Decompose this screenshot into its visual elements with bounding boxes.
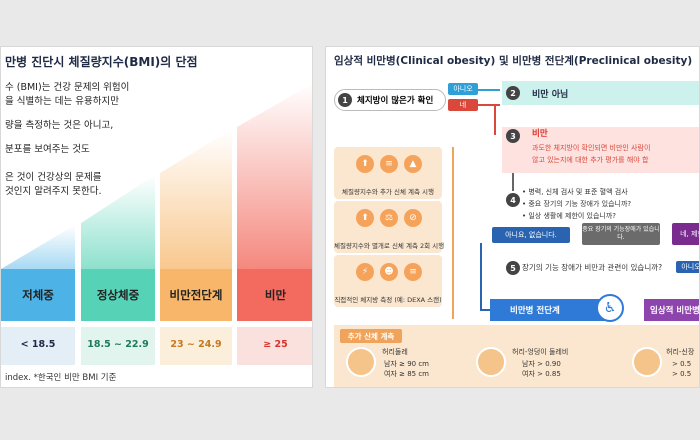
step-number: 3 — [506, 129, 520, 143]
bmi-text-line: 량을 측정하는 것은 아니고, — [5, 120, 114, 131]
step3-box — [502, 127, 699, 173]
category-underweight: 저체중 — [1, 269, 75, 321]
connector — [512, 173, 514, 191]
result-preclinical-label: 비만병 전단계 — [510, 306, 560, 316]
bmi-text-line: 수 (BMI)는 건강 문제의 위험이 — [5, 82, 130, 93]
measure-icon: ⬆ — [356, 209, 374, 227]
step4-line: • 병력, 신체 검사 및 표준 혈액 검사 — [522, 188, 628, 196]
measure-line: > 0.5 — [672, 360, 692, 368]
category-normal: 정상체중 — [81, 269, 155, 321]
measure-line: 여자 ≥ 85 cm — [384, 370, 429, 378]
side-card-caption: 체질량지수와 추가 신체 계측 시행 — [342, 188, 434, 196]
step-number: 2 — [506, 86, 520, 100]
category-label: 비만 — [264, 288, 287, 302]
range-normal: 18.5 ~ 22.9 — [81, 327, 155, 365]
range-value: < 18.5 — [20, 339, 56, 350]
answer-organ: 중요 장기의 기능장애가 있습니다. — [582, 223, 660, 245]
measure-line: 여자 > 0.85 — [522, 370, 561, 378]
range-underweight: < 18.5 — [1, 327, 75, 365]
side-card: ⚡ ☻ ≡ 직접적인 체지방 측정 (예: DEXA 스캔) — [334, 255, 442, 307]
step3-line: 않고 있는지에 대한 추가 평가를 해야 합 — [532, 156, 649, 164]
side-card-caption: 체질량지수와 별개로 신체 계측 2회 시행 — [334, 242, 445, 250]
result-clinical: 임상적 비만병 — [644, 299, 700, 321]
bmi-limitations-panel: 만병 진단시 체질량지수(BMI)의 단점 수 (BMI)는 건강 문제의 위험… — [0, 46, 313, 388]
extra-title: 추가 신체 계측 — [340, 329, 402, 343]
bmi-panel-title: 만병 진단시 체질량지수(BMI)의 단점 — [5, 55, 198, 69]
waist-icon — [346, 347, 376, 377]
no-icon: ⊘ — [404, 209, 422, 227]
side-card: ⬆ ≡ ▲ 체질량지수와 추가 신체 계측 시행 — [334, 147, 442, 199]
measure-line: 남자 ≥ 90 cm — [384, 360, 429, 368]
person-icon: ♿ — [596, 294, 624, 322]
range-obese: ≥ 25 — [237, 327, 312, 365]
step3-line: 과도한 체지방이 확인되면 비만인 사람이 — [532, 144, 651, 152]
measure-name: 허리둘레 — [382, 348, 408, 356]
step4-line: • 일상 생활에 제한이 있습니까? — [522, 212, 617, 220]
measure-name: 허리-신장 — [666, 348, 695, 356]
answer-yes: 네, 제한 — [672, 223, 699, 245]
step2-label: 비만 아님 — [532, 89, 569, 100]
bmi-footnote: index. *한국인 비만 BMI 기준 — [5, 373, 117, 383]
bmi-text-line: 분포를 보여주는 것도 — [5, 144, 90, 155]
step5-label: 장기의 기능 장애가 비만과 관련이 있습니까? — [522, 263, 663, 272]
step4-line: • 중요 장기의 기능 장애가 있습니까? — [522, 200, 632, 208]
body-icon: ☻ — [380, 263, 398, 281]
bmi-text-line: 것인지 알려주지 못한다. — [5, 186, 102, 197]
step3-title: 비만 — [532, 129, 548, 139]
step2-box: 비만 아님 — [502, 81, 699, 105]
step-number: 5 — [506, 261, 520, 275]
tape-icon: ≡ — [380, 155, 398, 173]
yes-pill: 네 — [448, 99, 478, 111]
connector — [478, 89, 500, 91]
waist-hip-icon — [476, 347, 506, 377]
range-value: 18.5 ~ 22.9 — [87, 339, 149, 350]
clinical-panel-title: 임상적 비만병(Clinical obesity) 및 비만병 전단계(Prec… — [334, 55, 693, 67]
connector — [480, 309, 490, 311]
step-number: 4 — [506, 193, 520, 207]
category-label: 비만전단계 — [169, 288, 223, 302]
measure-line: > 0.5 — [672, 370, 692, 378]
step5-no: 아니오 — [676, 261, 699, 273]
category-obese: 비만 — [237, 269, 312, 321]
tape-icon: ≡ — [404, 263, 422, 281]
range-value: 23 ~ 24.9 — [170, 339, 222, 350]
scale-icon: ⚖ — [380, 209, 398, 227]
bmi-text-line: 은 것이 건강상의 문제를 — [5, 172, 102, 183]
connector — [478, 104, 500, 106]
category-preobese: 비만전단계 — [160, 269, 232, 321]
measure-name: 허리-엉덩이 둘레비 — [512, 348, 569, 356]
range-preobese: 23 ~ 24.9 — [160, 327, 232, 365]
result-preclinical: 비만병 전단계 — [490, 299, 610, 321]
bmi-text-line: 을 식별하는 데는 유용하지만 — [5, 96, 119, 107]
step1-label: 체지방이 많은가 확인 — [357, 96, 434, 106]
category-label: 저체중 — [22, 288, 54, 302]
range-value: ≥ 25 — [263, 339, 288, 350]
clinical-obesity-panel: 임상적 비만병(Clinical obesity) 및 비만병 전단계(Prec… — [325, 46, 700, 388]
chart-icon: ▲ — [404, 155, 422, 173]
step-number: 1 — [338, 93, 352, 107]
connector — [452, 147, 454, 319]
step-preobese — [160, 129, 232, 315]
step-obese — [237, 84, 312, 315]
result-clinical-label: 임상적 비만병 — [650, 306, 700, 316]
connector — [480, 243, 482, 309]
connector — [494, 105, 496, 135]
lightning-icon: ⚡ — [356, 263, 374, 281]
step1-box: 체지방이 많은가 확인 — [334, 89, 446, 111]
measure-icon: ⬆ — [356, 155, 374, 173]
side-card-caption: 직접적인 체지방 측정 (예: DEXA 스캔) — [334, 296, 442, 304]
measure-line: 남자 > 0.90 — [522, 360, 561, 368]
waist-height-icon — [632, 347, 662, 377]
side-card: ⬆ ⚖ ⊘ 체질량지수와 별개로 신체 계측 2회 시행 — [334, 201, 445, 253]
answer-no: 아니요, 없습니다. — [492, 227, 570, 243]
category-label: 정상체중 — [96, 288, 140, 302]
no-pill: 아니오 — [448, 83, 478, 95]
